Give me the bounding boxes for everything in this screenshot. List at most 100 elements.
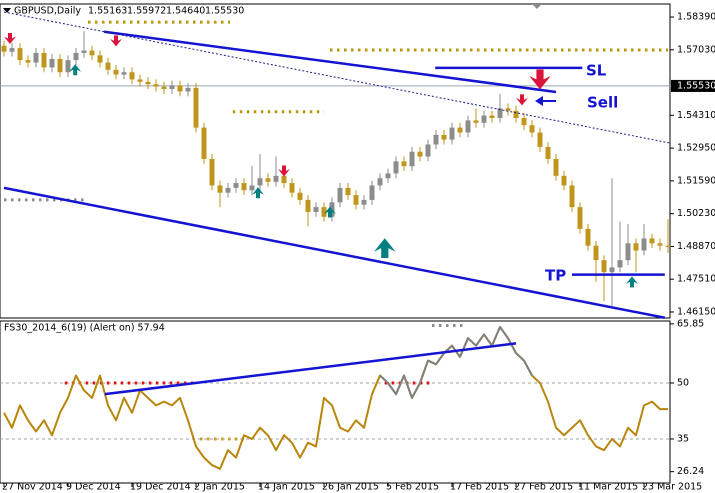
candle-body bbox=[561, 175, 567, 186]
candle-body bbox=[489, 115, 495, 118]
candle-body bbox=[281, 175, 287, 184]
candle-body bbox=[257, 178, 263, 186]
candle-body bbox=[49, 58, 55, 68]
candle-body bbox=[105, 62, 111, 70]
candle-body bbox=[537, 132, 543, 147]
signal-arrow bbox=[252, 187, 264, 199]
signal-arrow bbox=[516, 94, 528, 106]
signal-arrow bbox=[626, 276, 638, 288]
y-tick-label: 1.46150 bbox=[677, 306, 715, 317]
y-tick-label: 1.54310 bbox=[677, 110, 715, 121]
candle-body bbox=[481, 115, 487, 123]
candle-body bbox=[393, 161, 399, 174]
candle-body bbox=[145, 81, 151, 85]
indicator-title: FS30_2014_6(19) (Alert on) 57.94 bbox=[4, 323, 165, 334]
candle-body bbox=[25, 60, 31, 63]
x-tick-label: 26 Jan 2015 bbox=[322, 482, 379, 493]
candle-body bbox=[57, 58, 63, 73]
y-tick-label: 1.58390 bbox=[677, 12, 715, 23]
menu-icon bbox=[3, 8, 11, 13]
candle-body bbox=[585, 228, 591, 246]
candle-body bbox=[449, 127, 455, 140]
candle-body bbox=[17, 48, 23, 61]
candle-body bbox=[137, 79, 143, 82]
candle-body bbox=[113, 69, 119, 75]
candle-body bbox=[577, 207, 583, 229]
candle-body bbox=[233, 183, 239, 188]
candle-body bbox=[305, 199, 311, 212]
candle-body bbox=[273, 175, 279, 182]
trend-line bbox=[3, 186, 666, 319]
candle-body bbox=[529, 125, 535, 133]
quote: 1.55163 bbox=[88, 6, 127, 17]
candle-body bbox=[193, 87, 199, 128]
candle-body bbox=[465, 120, 471, 133]
sl-label: SL bbox=[586, 62, 607, 80]
y-tick-label: 1.52950 bbox=[677, 143, 715, 154]
x-tick-label: 19 Dec 2014 bbox=[130, 482, 191, 493]
x-tick-label: 27 Feb 2015 bbox=[514, 482, 573, 493]
candle-body bbox=[553, 158, 559, 176]
x-tick-label: 14 Jan 2015 bbox=[258, 482, 315, 493]
quote: 1.54640 bbox=[166, 6, 205, 17]
candle-body bbox=[657, 243, 663, 246]
trend-line bbox=[104, 342, 517, 396]
candle-body bbox=[609, 267, 615, 273]
x-tick-label: 23 Mar 2015 bbox=[642, 482, 702, 493]
candle-body bbox=[177, 85, 183, 92]
sell-pointer bbox=[535, 96, 556, 106]
signal-arrow bbox=[324, 206, 336, 218]
sell-pointer-head bbox=[535, 96, 543, 106]
candle-body bbox=[593, 245, 599, 261]
candle-body bbox=[33, 52, 39, 63]
signal-arrow bbox=[278, 165, 290, 177]
candle-body bbox=[633, 243, 639, 251]
trend-line bbox=[103, 30, 557, 94]
candle-body bbox=[73, 52, 79, 61]
x-tick-label: 5 Feb 2015 bbox=[386, 482, 439, 493]
candle-body bbox=[241, 183, 247, 191]
candle-body bbox=[353, 195, 359, 205]
candle-body bbox=[625, 243, 631, 261]
x-tick-label: 9 Dec 2014 bbox=[66, 482, 121, 493]
candle-body bbox=[505, 108, 511, 111]
x-tick-label: 11 Mar 2015 bbox=[578, 482, 638, 493]
quote: 1.55530 bbox=[205, 6, 244, 17]
candle-body bbox=[65, 60, 71, 73]
candle-body bbox=[201, 127, 207, 159]
sell-label: Sell bbox=[587, 94, 618, 112]
candle-body bbox=[665, 245, 671, 247]
candle-body bbox=[417, 151, 423, 157]
quote: 1.55972 bbox=[127, 6, 166, 17]
tp-label: TP bbox=[545, 267, 566, 285]
candle-body bbox=[641, 238, 647, 251]
candle-body bbox=[129, 72, 135, 80]
x-tick-label: 17 Feb 2015 bbox=[450, 482, 509, 493]
candle-body bbox=[601, 260, 607, 273]
y-tick-label: 35 bbox=[677, 433, 689, 444]
candle-body bbox=[513, 110, 519, 118]
candle-body bbox=[81, 50, 87, 53]
candle-body bbox=[225, 187, 231, 193]
candle-body bbox=[313, 207, 319, 212]
y-tick-label: 1.48870 bbox=[677, 241, 715, 252]
candle-body bbox=[441, 134, 447, 140]
shift-marker bbox=[532, 4, 542, 9]
candle-body bbox=[409, 151, 415, 167]
candle-body bbox=[161, 86, 167, 90]
candle-body bbox=[497, 108, 503, 118]
trend-line bbox=[3, 11, 671, 144]
y-tick-label: 1.57030 bbox=[677, 44, 715, 55]
y-tick-label: 26.24 bbox=[677, 466, 704, 477]
candle-body bbox=[617, 260, 623, 268]
signal-arrow bbox=[69, 64, 82, 76]
candle-body bbox=[97, 55, 103, 63]
candle-body bbox=[425, 144, 431, 157]
y-tick-label: 1.51590 bbox=[677, 175, 715, 186]
candle-body bbox=[185, 87, 191, 92]
candle-body bbox=[361, 199, 367, 205]
candle-body bbox=[289, 183, 295, 193]
candle-body bbox=[209, 158, 215, 186]
